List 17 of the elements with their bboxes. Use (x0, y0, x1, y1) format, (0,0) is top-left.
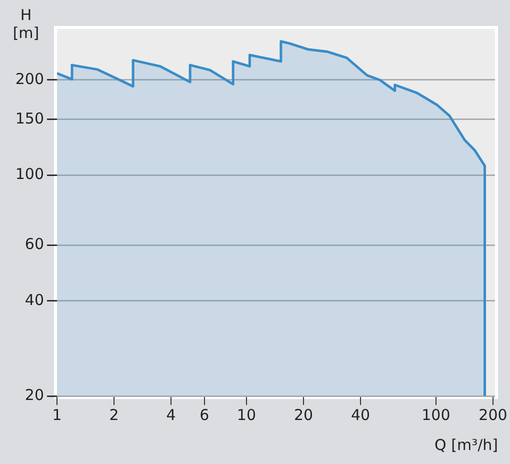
x-tick-label: 200 (478, 406, 508, 424)
y-tick-label: 150 (15, 109, 44, 128)
x-tick-label: 100 (422, 406, 450, 424)
x-axis-title: Q [m³/h] (434, 436, 498, 454)
y-axis-title: H [m] (12, 6, 40, 42)
y-tick-label: 60 (24, 235, 44, 254)
x-tick-label: 40 (350, 406, 370, 424)
x-tick-label: 6 (200, 406, 210, 424)
x-tick-label: 4 (166, 406, 176, 424)
x-tick-label: 2 (109, 406, 119, 424)
y-tick-label: 40 (24, 290, 44, 309)
y-tick-label: 200 (15, 70, 44, 88)
x-tick-label: 20 (294, 406, 314, 424)
x-tick-label: 10 (236, 406, 256, 424)
y-tick-label: 20 (24, 386, 44, 404)
x-tick-label: 1 (52, 406, 62, 424)
y-tick-label: 100 (15, 165, 44, 184)
